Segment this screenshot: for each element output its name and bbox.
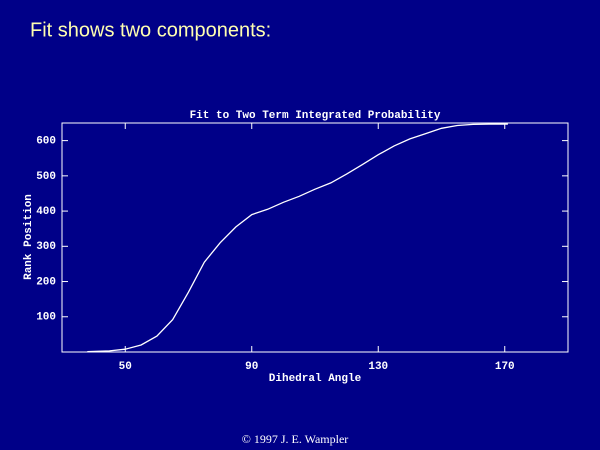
- y-tick-label: 400: [36, 206, 56, 218]
- x-tick-label: 130: [368, 361, 388, 373]
- y-tick-label: 100: [36, 312, 56, 324]
- footer: © 1997 J. E. Wampler: [242, 432, 349, 446]
- slide-title: Fit shows two components:: [30, 19, 271, 41]
- y-tick-label: 500: [36, 171, 56, 183]
- chart-title: Fit to Two Term Integrated Probability: [190, 110, 441, 122]
- plot-frame: [61, 122, 569, 353]
- data-line: [87, 123, 508, 353]
- y-tick-label: 200: [36, 276, 56, 288]
- y-tick-label: 300: [36, 241, 56, 253]
- y-axis-label: Rank Position: [23, 194, 35, 280]
- x-tick-label: 170: [495, 361, 515, 373]
- y-tick-label: 600: [36, 136, 56, 148]
- x-tick-label: 90: [245, 361, 258, 373]
- x-axis-label: Dihedral Angle: [269, 373, 362, 385]
- x-tick-label: 50: [119, 361, 132, 373]
